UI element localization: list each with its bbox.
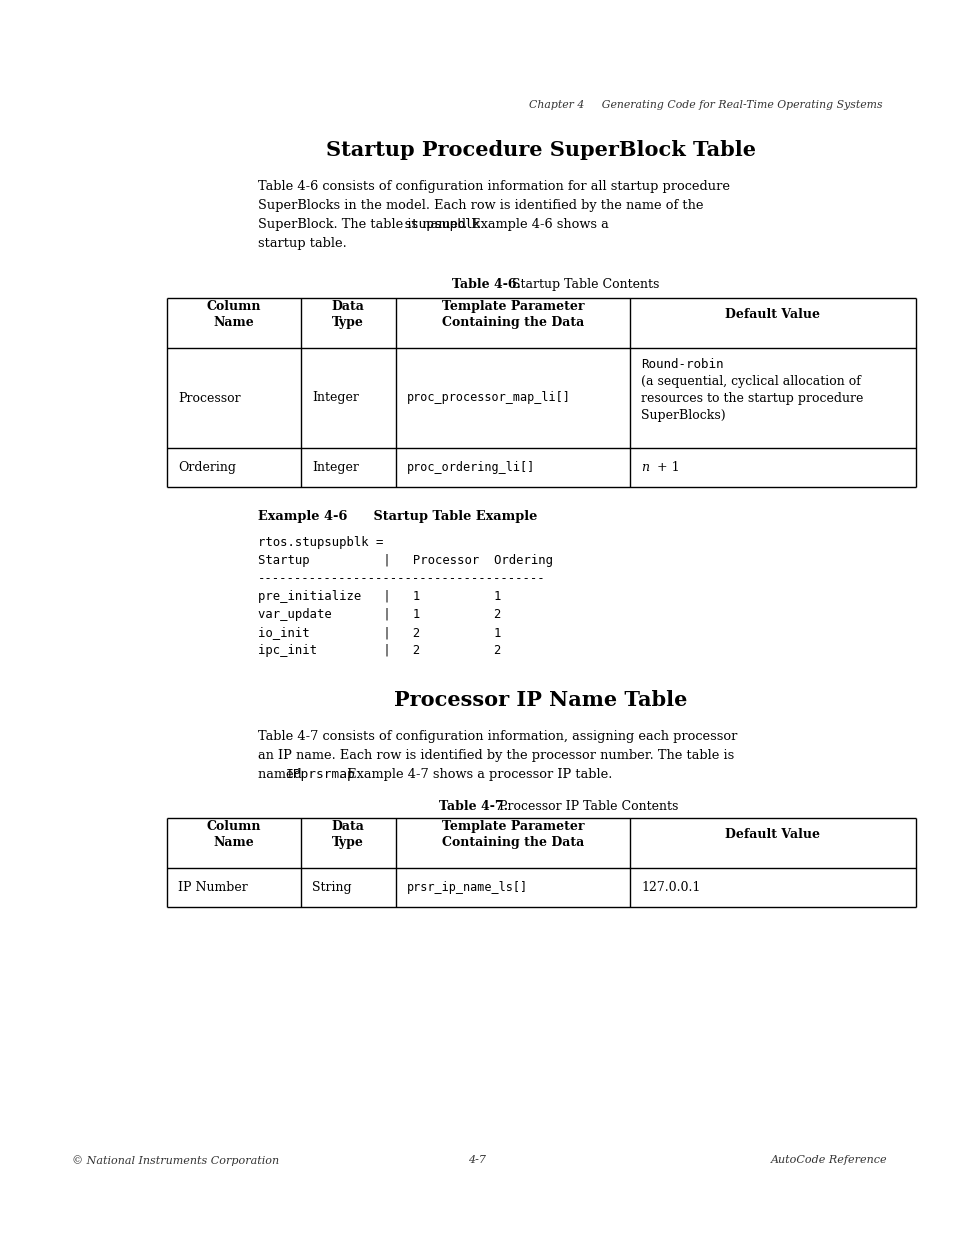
Text: Table 4-7.: Table 4-7. <box>438 800 507 813</box>
Text: ---------------------------------------: --------------------------------------- <box>257 572 544 585</box>
Text: SuperBlocks): SuperBlocks) <box>640 409 725 422</box>
Text: Table 4-7 consists of configuration information, assigning each processor: Table 4-7 consists of configuration info… <box>257 730 736 743</box>
Text: proc_ordering_li[]: proc_ordering_li[] <box>407 461 535 474</box>
Text: Round-robin: Round-robin <box>640 358 722 370</box>
Text: Integer: Integer <box>312 391 358 405</box>
Text: Startup Procedure SuperBlock Table: Startup Procedure SuperBlock Table <box>326 140 755 161</box>
Text: var_update       |   1          2: var_update | 1 2 <box>257 608 500 621</box>
Text: named: named <box>257 768 305 781</box>
Text: rtos.stupsupblk =: rtos.stupsupblk = <box>257 536 382 550</box>
Text: Ordering: Ordering <box>178 461 236 474</box>
Text: (a sequential, cyclical allocation of: (a sequential, cyclical allocation of <box>640 375 860 388</box>
Text: . Example 4-7 shows a processor IP table.: . Example 4-7 shows a processor IP table… <box>339 768 612 781</box>
Text: IPprsrmap: IPprsrmap <box>286 768 355 781</box>
Text: Processor IP Name Table: Processor IP Name Table <box>394 690 687 710</box>
Text: n: n <box>640 461 648 474</box>
Text: 127.0.0.1: 127.0.0.1 <box>640 881 700 894</box>
Text: Data
Type: Data Type <box>332 820 364 848</box>
Text: Default Value: Default Value <box>724 308 820 321</box>
Text: Table 4-6.: Table 4-6. <box>451 278 520 291</box>
Text: SuperBlock. The table is named: SuperBlock. The table is named <box>257 219 469 231</box>
Text: Startup          |   Processor  Ordering: Startup | Processor Ordering <box>257 555 552 567</box>
Text: Example 4-6: Example 4-6 <box>257 510 347 522</box>
Text: ipc_init         |   2          2: ipc_init | 2 2 <box>257 643 500 657</box>
Text: Chapter 4     Generating Code for Real-Time Operating Systems: Chapter 4 Generating Code for Real-Time … <box>528 100 882 110</box>
Text: Table 4-6 consists of configuration information for all startup procedure: Table 4-6 consists of configuration info… <box>257 180 729 193</box>
Text: Template Parameter
Containing the Data: Template Parameter Containing the Data <box>441 300 583 329</box>
Text: . Example 4-6 shows a: . Example 4-6 shows a <box>462 219 608 231</box>
Text: © National Instruments Corporation: © National Instruments Corporation <box>71 1155 278 1166</box>
Text: Startup Table Contents: Startup Table Contents <box>503 278 659 291</box>
Text: startup table.: startup table. <box>257 237 346 249</box>
Text: String: String <box>312 881 352 894</box>
Text: Data
Type: Data Type <box>332 300 364 329</box>
Text: IP Number: IP Number <box>178 881 248 894</box>
Text: SuperBlocks in the model. Each row is identified by the name of the: SuperBlocks in the model. Each row is id… <box>257 199 702 212</box>
Text: pre_initialize   |   1          1: pre_initialize | 1 1 <box>257 590 500 603</box>
Text: Processor: Processor <box>178 391 241 405</box>
Text: io_init          |   2          1: io_init | 2 1 <box>257 626 500 638</box>
Text: Column
Name: Column Name <box>206 300 261 329</box>
Text: Processor IP Table Contents: Processor IP Table Contents <box>491 800 678 813</box>
Text: an IP name. Each row is identified by the processor number. The table is: an IP name. Each row is identified by th… <box>257 748 733 762</box>
Text: AutoCode Reference: AutoCode Reference <box>770 1155 886 1165</box>
Text: proc_processor_map_li[]: proc_processor_map_li[] <box>407 391 571 405</box>
Text: Startup Table Example: Startup Table Example <box>359 510 537 522</box>
Text: resources to the startup procedure: resources to the startup procedure <box>640 391 862 405</box>
Text: Column
Name: Column Name <box>206 820 261 848</box>
Text: Template Parameter
Containing the Data: Template Parameter Containing the Data <box>441 820 583 848</box>
Text: + 1: + 1 <box>652 461 679 474</box>
Text: Integer: Integer <box>312 461 358 474</box>
Text: stupsupblk: stupsupblk <box>403 219 481 231</box>
Text: prsr_ip_name_ls[]: prsr_ip_name_ls[] <box>407 881 528 894</box>
Text: Default Value: Default Value <box>724 827 820 841</box>
Text: 4-7: 4-7 <box>468 1155 485 1165</box>
